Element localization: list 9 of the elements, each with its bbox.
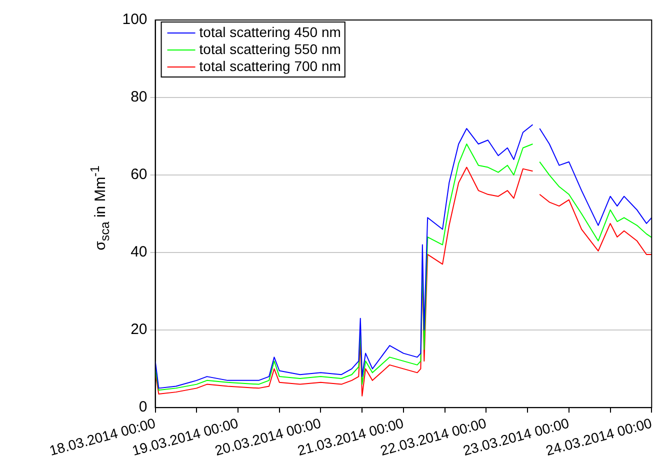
y-tick-label: 0 bbox=[138, 398, 148, 416]
legend-label: total scattering 550 nm bbox=[199, 40, 341, 57]
y-tick-label: 40 bbox=[130, 244, 148, 261]
y-tick-label: 20 bbox=[130, 321, 148, 338]
y-tick-label: 80 bbox=[130, 88, 148, 106]
y-tick-label: 60 bbox=[130, 166, 148, 184]
legend-label: total scattering 450 nm bbox=[199, 24, 341, 40]
legend-label: total scattering 700 nm bbox=[199, 58, 341, 74]
y-tick-label: 100 bbox=[122, 11, 148, 28]
